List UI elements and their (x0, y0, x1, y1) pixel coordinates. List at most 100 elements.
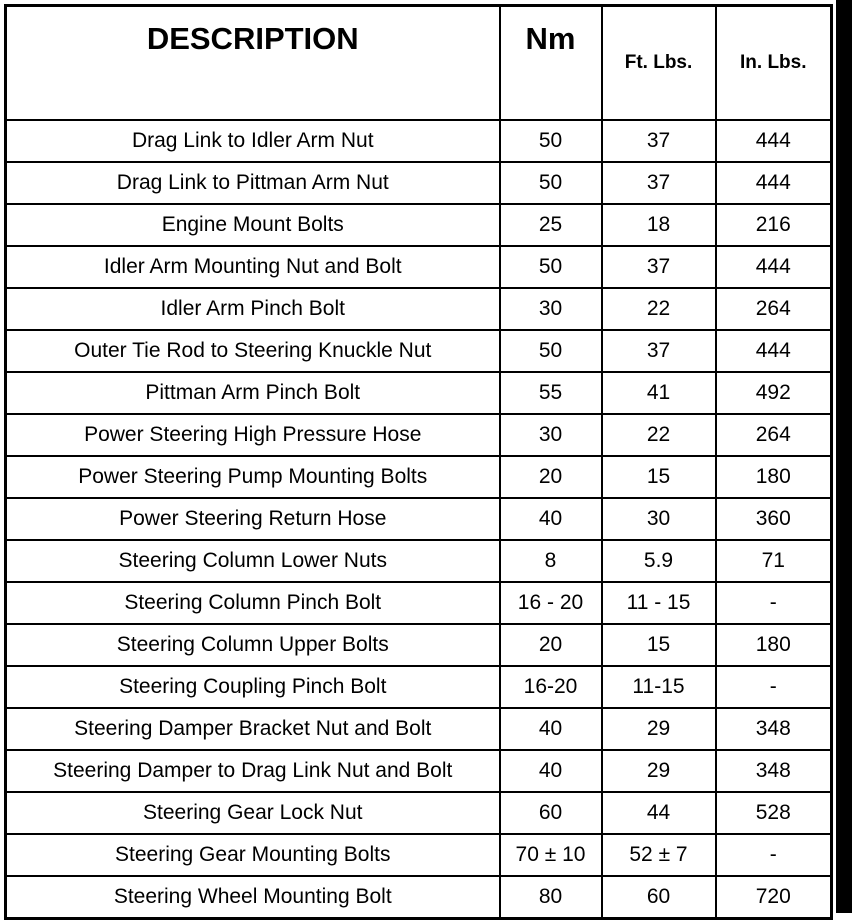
ft-lbs-cell: 37 (600, 329, 717, 373)
description-cell: Steering Column Pinch Bolt (4, 581, 501, 625)
table-row: Power Steering Return Hose 40 30 360 (4, 497, 833, 541)
table-row: Steering Column Upper Bolts 20 15 180 (4, 623, 833, 667)
in-lbs-cell: 528 (714, 791, 833, 835)
description-cell: Idler Arm Pinch Bolt (4, 287, 501, 331)
in-lbs-cell: 180 (714, 455, 833, 499)
in-lbs-cell: 264 (714, 287, 833, 331)
table-row: Steering Gear Mounting Bolts 70 ± 10 52 ± … (4, 833, 833, 877)
header-nm: Nm (498, 4, 603, 121)
nm-cell: 40 (498, 497, 603, 541)
nm-cell: 30 (498, 413, 603, 457)
description-cell: Idler Arm Mounting Nut and Bolt (4, 245, 501, 289)
in-lbs-cell: 444 (714, 329, 833, 373)
table-row: Drag Link to Pittman Arm Nut 50 37 444 (4, 161, 833, 205)
description-cell: Steering Damper Bracket Nut and Bolt (4, 707, 501, 751)
in-lbs-cell: 348 (714, 707, 833, 751)
nm-cell: 80 (498, 875, 603, 920)
in-lbs-cell: 720 (714, 875, 833, 920)
description-cell: Steering Damper to Drag Link Nut and Bol… (4, 749, 501, 793)
ft-lbs-cell: 41 (600, 371, 717, 415)
ft-lbs-cell: 11 - 15 (600, 581, 717, 625)
in-lbs-cell: 444 (714, 119, 833, 163)
ft-lbs-cell: 5.9 (600, 539, 717, 583)
nm-cell: 55 (498, 371, 603, 415)
table-row: Steering Damper Bracket Nut and Bolt 40 29… (4, 707, 833, 751)
in-lbs-cell: 492 (714, 371, 833, 415)
nm-cell: 40 (498, 749, 603, 793)
in-lbs-cell: - (714, 833, 833, 877)
table-row: Pittman Arm Pinch Bolt 55 41 492 (4, 371, 833, 415)
table-row: Outer Tie Rod to Steering Knuckle Nut 50 3… (4, 329, 833, 373)
nm-cell: 30 (498, 287, 603, 331)
description-cell: Engine Mount Bolts (4, 203, 501, 247)
table-row: Engine Mount Bolts 25 18 216 (4, 203, 833, 247)
table-row: Drag Link to Idler Arm Nut 50 37 444 (4, 119, 833, 163)
ft-lbs-cell: 15 (600, 455, 717, 499)
header-ft-lbs: Ft. Lbs. (600, 4, 717, 121)
ft-lbs-cell: 60 (600, 875, 717, 920)
ft-lbs-cell: 22 (600, 287, 717, 331)
nm-cell: 70 ± 10 (498, 833, 603, 877)
table-row: Power Steering High Pressure Hose 30 22 264 (4, 413, 833, 457)
description-cell: Power Steering Pump Mounting Bolts (4, 455, 501, 499)
in-lbs-cell: 444 (714, 161, 833, 205)
description-cell: Steering Gear Lock Nut (4, 791, 501, 835)
description-cell: Power Steering Return Hose (4, 497, 501, 541)
ft-lbs-cell: 29 (600, 749, 717, 793)
table-row: Steering Wheel Mounting Bolt 80 60 720 (4, 875, 833, 920)
nm-cell: 25 (498, 203, 603, 247)
in-lbs-cell: 216 (714, 203, 833, 247)
description-cell: Steering Column Upper Bolts (4, 623, 501, 667)
nm-cell: 8 (498, 539, 603, 583)
nm-cell: 50 (498, 119, 603, 163)
nm-cell: 20 (498, 623, 603, 667)
ft-lbs-cell: 30 (600, 497, 717, 541)
ft-lbs-cell: 37 (600, 161, 717, 205)
header-description: DESCRIPTION (4, 4, 501, 121)
table-row: Idler Arm Pinch Bolt 30 22 264 (4, 287, 833, 331)
ft-lbs-cell: 22 (600, 413, 717, 457)
table-row: Power Steering Pump Mounting Bolts 20 15 18… (4, 455, 833, 499)
nm-cell: 16-20 (498, 665, 603, 709)
nm-cell: 50 (498, 161, 603, 205)
table-row: Steering Coupling Pinch Bolt 16-20 11-15- (4, 665, 833, 709)
description-cell: Steering Gear Mounting Bolts (4, 833, 501, 877)
nm-cell: 50 (498, 245, 603, 289)
ft-lbs-cell: 52 ± 7 (600, 833, 717, 877)
in-lbs-cell: 180 (714, 623, 833, 667)
torque-spec-table: DESCRIPTION Nm Ft. Lbs. In. Lbs. Drag Li… (4, 4, 833, 920)
in-lbs-cell: 360 (714, 497, 833, 541)
description-cell: Pittman Arm Pinch Bolt (4, 371, 501, 415)
description-cell: Steering Wheel Mounting Bolt (4, 875, 501, 920)
description-cell: Drag Link to Pittman Arm Nut (4, 161, 501, 205)
description-cell: Outer Tie Rod to Steering Knuckle Nut (4, 329, 501, 373)
description-cell: Steering Column Lower Nuts (4, 539, 501, 583)
nm-cell: 40 (498, 707, 603, 751)
ft-lbs-cell: 44 (600, 791, 717, 835)
nm-cell: 20 (498, 455, 603, 499)
ft-lbs-cell: 18 (600, 203, 717, 247)
ft-lbs-cell: 15 (600, 623, 717, 667)
in-lbs-cell: 264 (714, 413, 833, 457)
table-row: Steering Column Pinch Bolt 16 - 20 11 - 15… (4, 581, 833, 625)
table-shadow-bar (836, 0, 852, 913)
in-lbs-cell: - (714, 581, 833, 625)
in-lbs-cell: 71 (714, 539, 833, 583)
nm-cell: 60 (498, 791, 603, 835)
table-row: Steering Column Lower Nuts 8 5.9 71 (4, 539, 833, 583)
in-lbs-cell: - (714, 665, 833, 709)
ft-lbs-cell: 11-15 (600, 665, 717, 709)
ft-lbs-cell: 37 (600, 119, 717, 163)
in-lbs-cell: 348 (714, 749, 833, 793)
description-cell: Power Steering High Pressure Hose (4, 413, 501, 457)
description-cell: Steering Coupling Pinch Bolt (4, 665, 501, 709)
in-lbs-cell: 444 (714, 245, 833, 289)
table-row: Steering Damper to Drag Link Nut and Bol… (4, 749, 833, 793)
header-in-lbs: In. Lbs. (714, 4, 833, 121)
table-row: Steering Gear Lock Nut 60 44 528 (4, 791, 833, 835)
table-row: Idler Arm Mounting Nut and Bolt 50 37 444 (4, 245, 833, 289)
description-cell: Drag Link to Idler Arm Nut (4, 119, 501, 163)
nm-cell: 50 (498, 329, 603, 373)
nm-cell: 16 - 20 (498, 581, 603, 625)
ft-lbs-cell: 29 (600, 707, 717, 751)
